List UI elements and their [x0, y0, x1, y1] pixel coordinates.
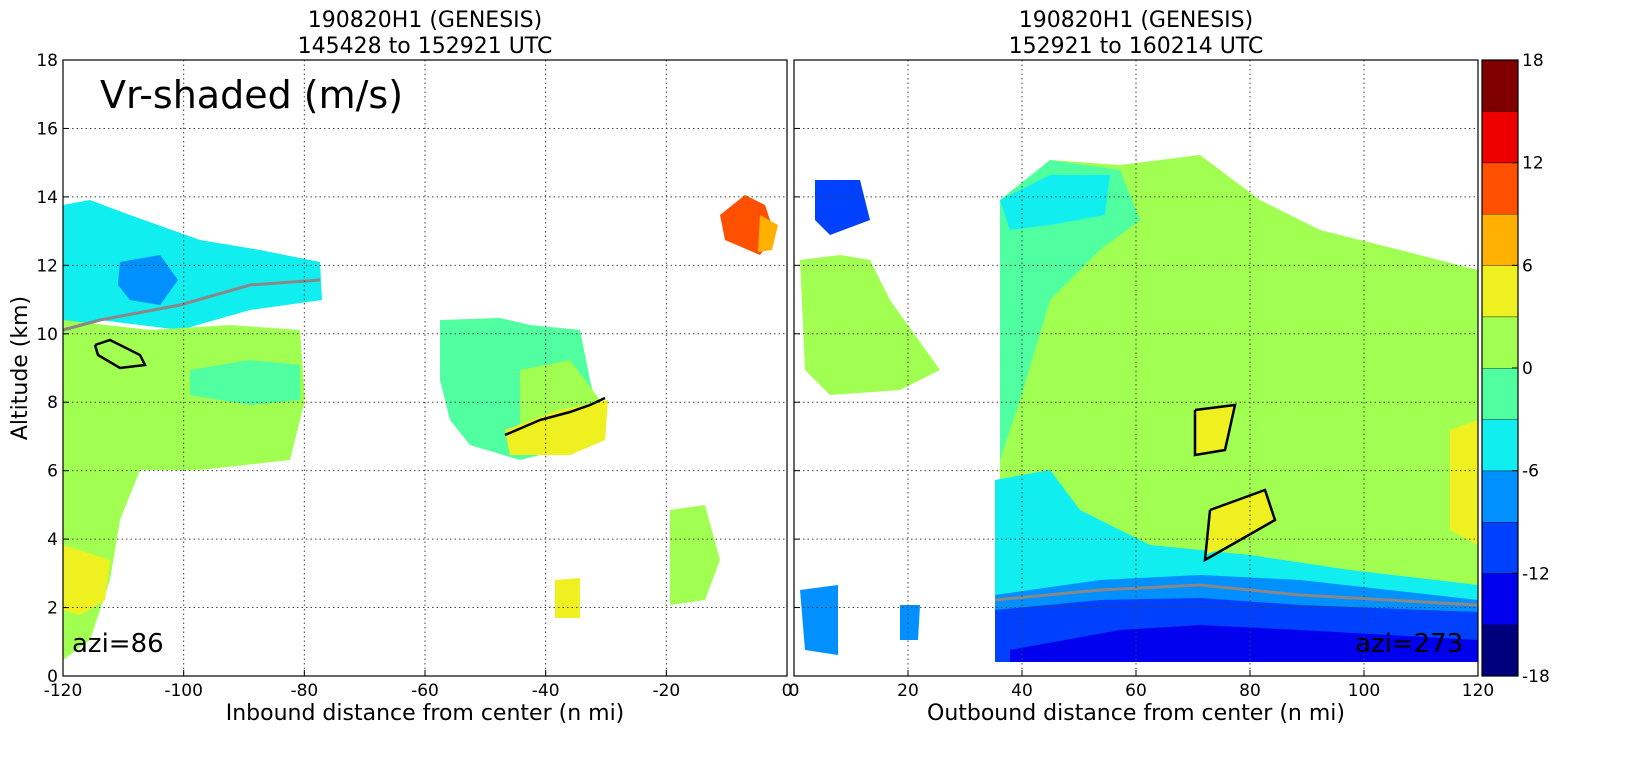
y-tick-label: 14 [36, 188, 58, 208]
colorbar-tick-label: 12 [1522, 154, 1544, 174]
annotation: Vr-shaded (m/s) [100, 73, 403, 117]
x-tick-label: 40 [1011, 681, 1033, 701]
x-tick-label: 20 [897, 681, 919, 701]
contour-line [62, 278, 321, 332]
x-tick-label: 60 [1125, 681, 1147, 701]
colorbar-tick-label: 6 [1522, 256, 1533, 276]
colorbar-segment [1482, 624, 1518, 676]
colorbar-segment [1482, 265, 1518, 317]
shade [758, 215, 778, 252]
plot-frame [793, 59, 1479, 677]
contour-line [1203, 488, 1277, 563]
x-tick-label: 100 [1348, 681, 1380, 701]
x-axis-label: Inbound distance from center (n mi) [226, 701, 625, 726]
y-tick-label: 12 [36, 256, 58, 276]
y-axis-label: Altitude (km) [8, 296, 33, 440]
y-tick-label: 10 [36, 325, 58, 345]
x-tick-label: 0 [782, 681, 793, 701]
colorbar-segment [1482, 470, 1518, 522]
shade [63, 200, 322, 330]
shade [1000, 155, 1478, 590]
shade [190, 360, 300, 405]
annotation: azi=86 [72, 629, 164, 659]
x-tick-label: -60 [411, 681, 439, 701]
shade [815, 180, 870, 235]
shade [800, 255, 940, 395]
shade [670, 505, 720, 605]
shade [1010, 625, 1478, 662]
colorbar-segment [1482, 316, 1518, 368]
y-tick-label: 4 [47, 530, 58, 550]
shade [555, 578, 580, 618]
colorbar-tick-label: -12 [1522, 564, 1550, 584]
shade [118, 255, 178, 305]
right-shading [800, 155, 1479, 662]
chart-title: 145428 to 152921 UTC [298, 34, 553, 59]
x-tick-label: 80 [1239, 681, 1261, 701]
colorbar-segment [1482, 111, 1518, 163]
contour-line [1193, 403, 1237, 457]
shade [995, 470, 1478, 605]
shade [900, 605, 920, 640]
x-tick-label: -40 [532, 681, 560, 701]
x-tick-label: -80 [290, 681, 318, 701]
colorbar-tick-label: -6 [1522, 462, 1539, 482]
y-tick-label: 6 [47, 462, 58, 482]
shade [1450, 420, 1478, 545]
colorbar-segment [1482, 573, 1518, 625]
y-tick-label: 8 [47, 393, 58, 413]
plot-frame [62, 59, 788, 677]
contour-line [994, 583, 1479, 607]
colorbar-segment [1482, 162, 1518, 214]
y-tick-label: 18 [36, 51, 58, 71]
colorbar-tick-label: 18 [1522, 51, 1544, 71]
x-tick-label: 0 [789, 681, 800, 701]
chart-title: 190820H1 (GENESIS) [308, 8, 542, 33]
colorbar-tick-label: -18 [1522, 667, 1550, 687]
y-tick-label: 16 [36, 119, 58, 139]
x-axis-label: Outbound distance from center (n mi) [927, 701, 1345, 726]
colorbar-segment [1482, 368, 1518, 420]
colorbar-segment [1482, 522, 1518, 574]
shade [1000, 175, 1110, 230]
y-tick-label: 2 [47, 599, 58, 619]
chart-title: 152921 to 160214 UTC [1009, 34, 1264, 59]
annotation: azi=273 [1355, 629, 1463, 659]
colorbar-tick-label: 0 [1522, 359, 1533, 379]
left-shading [62, 195, 778, 660]
x-tick-label: 120 [1462, 681, 1494, 701]
shade [505, 400, 608, 455]
x-tick-label: -120 [44, 681, 83, 701]
shade [800, 585, 838, 655]
colorbar-segment [1482, 419, 1518, 471]
shade [63, 320, 305, 660]
shade [63, 545, 110, 615]
colorbar-segment [1482, 214, 1518, 266]
x-tick-label: -100 [164, 681, 203, 701]
chart-title: 190820H1 (GENESIS) [1019, 8, 1253, 33]
contour-line [93, 338, 147, 370]
x-tick-label: -20 [652, 681, 680, 701]
y-tick-label: 0 [47, 667, 58, 687]
shade [1195, 405, 1235, 455]
shade [1000, 160, 1140, 460]
colorbar-segment [1482, 60, 1518, 112]
